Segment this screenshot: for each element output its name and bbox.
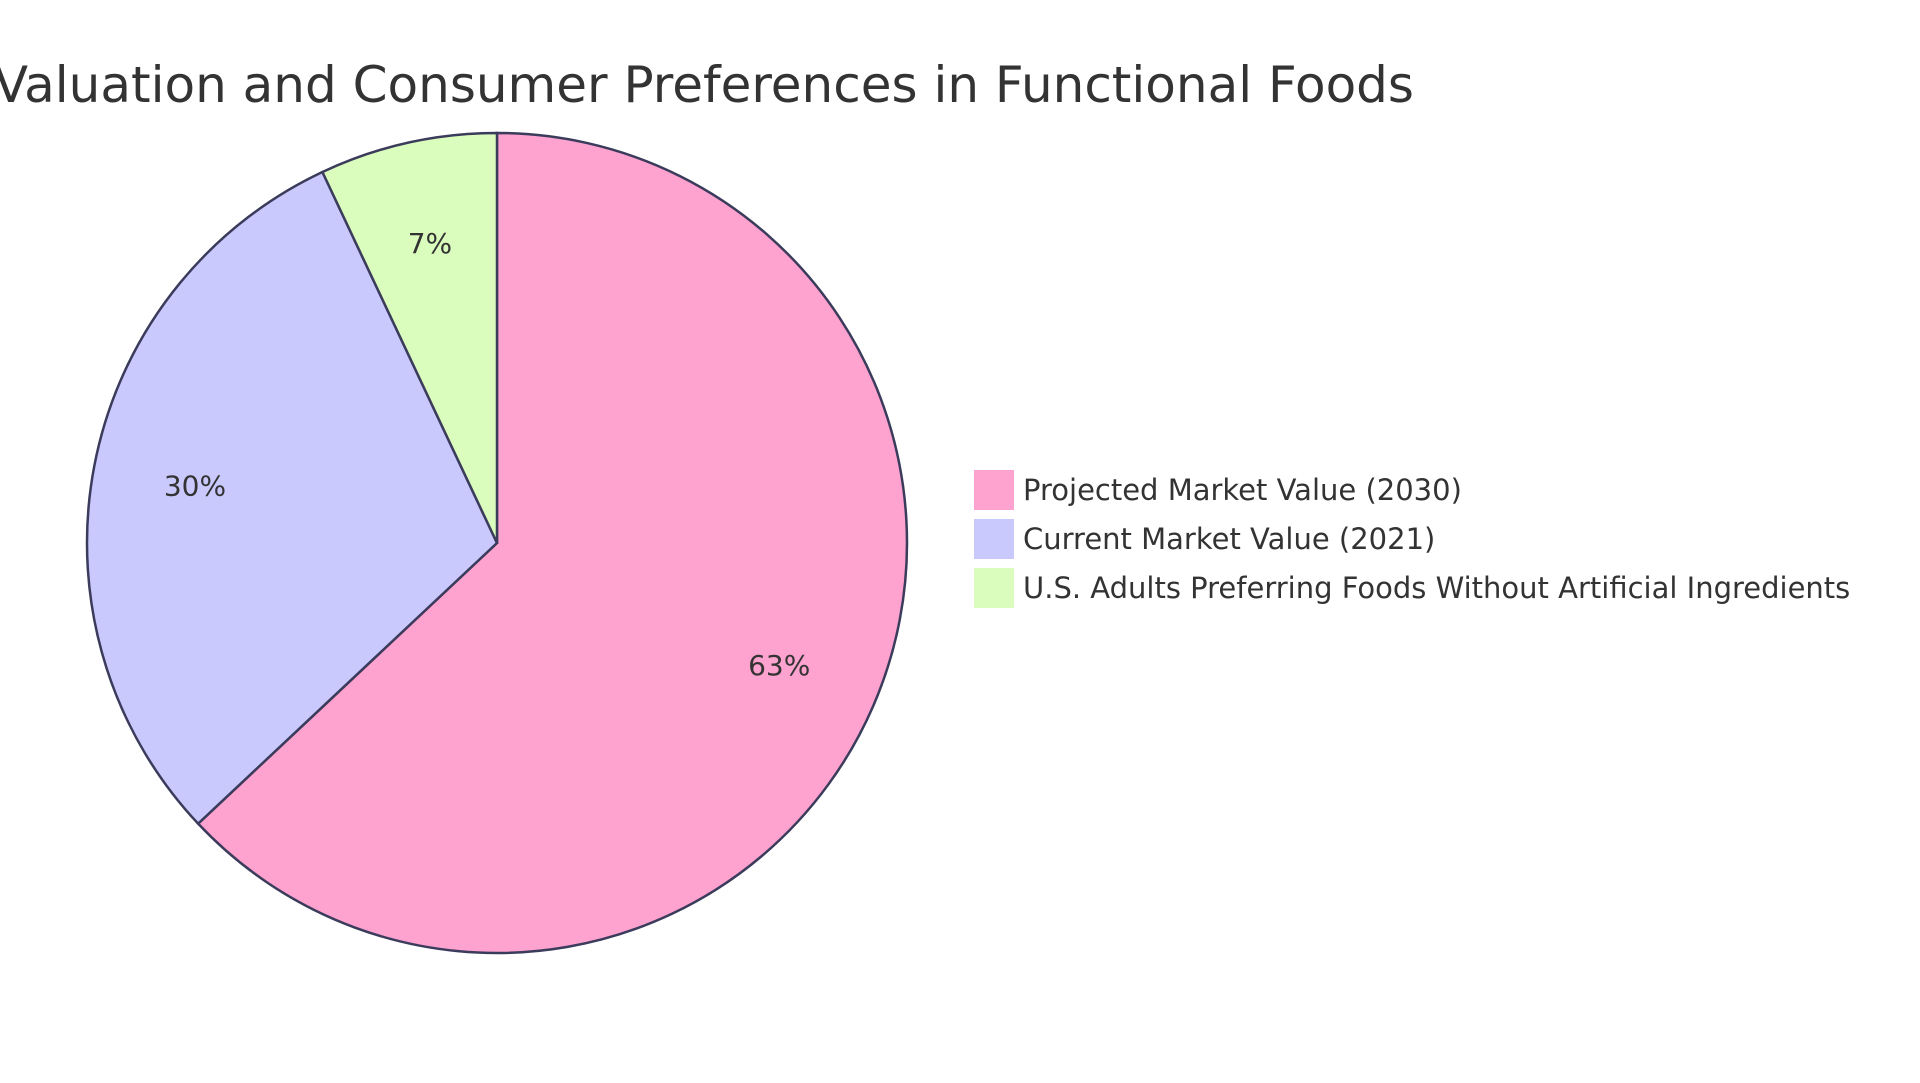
legend-label: Projected Market Value (2030) xyxy=(1023,473,1462,507)
legend-label: Current Market Value (2021) xyxy=(1023,522,1435,556)
legend-label: U.S. Adults Preferring Foods Without Art… xyxy=(1023,571,1850,605)
legend-swatch xyxy=(974,519,1014,559)
pie-slice xyxy=(85,170,499,826)
slice-percent-label: 7% xyxy=(408,227,452,260)
chart-title: Market Valuation and Consumer Preference… xyxy=(0,56,1414,114)
pie-slice xyxy=(320,131,499,544)
pie-slice xyxy=(196,131,909,955)
legend-swatch xyxy=(974,470,1014,510)
pie-slices xyxy=(85,131,909,955)
legend: Projected Market Value (2030) Current Mar… xyxy=(974,470,1850,608)
pie-slice-labels: 63% 30% 7% xyxy=(164,227,810,682)
slice-percent-label: 63% xyxy=(748,649,810,682)
slice-percent-label: 30% xyxy=(164,469,226,502)
legend-swatch xyxy=(974,568,1014,608)
